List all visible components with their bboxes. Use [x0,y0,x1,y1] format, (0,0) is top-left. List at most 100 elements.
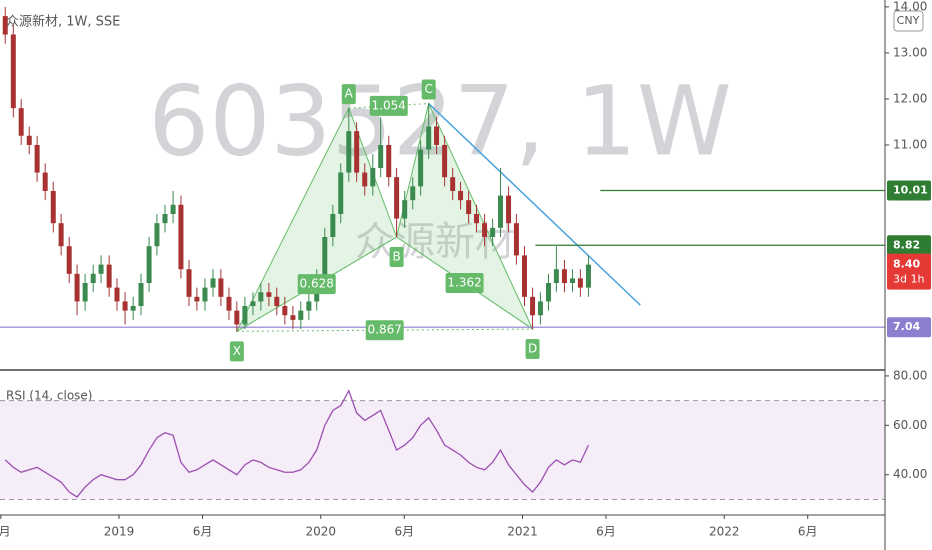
pattern-ratio-box [297,274,336,295]
candle-body [202,287,208,302]
watermark-name: 众源新材 [355,219,515,265]
candle-body [466,200,472,214]
chart-title: 众源新材, 1W, SSE [6,14,120,30]
pattern-ratio: 1.054 [372,98,406,112]
candle-body [298,310,304,320]
candle-body [282,306,288,316]
candle-body [74,273,80,302]
candle-body [34,144,40,173]
candle-body [410,186,416,201]
candle-body [114,287,120,302]
candle-body [458,190,464,201]
candle-body [338,172,344,214]
candle-body [210,278,216,288]
pattern-point-box [229,341,244,362]
candle-body [170,204,176,214]
pattern-point-box [421,79,436,100]
candle-body [26,135,32,145]
candle-body [226,296,232,311]
candle-body [346,131,352,173]
candle-body [561,269,567,284]
candle-body [513,223,519,256]
pattern-point-label: D [528,342,537,356]
candle-body [266,292,272,297]
candle-body [577,278,583,288]
candle-body [218,278,224,297]
rsi-y-tick-label: 40.00 [893,467,927,481]
candle-body [2,16,8,35]
pattern-point-box [341,84,356,105]
pattern-point-label: B [392,250,400,264]
last-price-box [887,253,931,290]
candle-body [186,269,192,297]
candle-body [537,301,543,316]
candle-body [418,149,424,187]
pattern-ratio: 1.362 [447,276,481,290]
candle-body [18,108,24,136]
indicator-name: RSI (14, close) [6,389,92,403]
candle-body [306,301,312,311]
candle-body [250,301,256,307]
x-tick-label: 6月 [394,525,414,539]
level-label-box [887,180,931,201]
candle-body [570,278,576,284]
candle-body [585,264,591,288]
candle-body [378,144,384,168]
x-tick-label: 6月 [193,525,213,539]
candle-body [354,131,360,173]
candle-body [154,223,160,247]
candle-body [138,283,144,307]
candle-body [450,177,456,191]
currency-box[interactable] [893,10,924,32]
x-tick-label: 6月 [596,525,616,539]
candle-body [497,195,503,228]
candle-body [90,273,96,284]
candle-body [473,213,479,224]
candle-body [530,296,536,316]
candle-body [162,213,168,224]
pattern-ratio-line [236,236,397,332]
candle-body [122,301,128,311]
candle-body [442,144,448,178]
candle-body [10,34,16,109]
candle-body [178,204,184,270]
pattern-ratio: 0.628 [300,277,334,291]
candle-body [42,172,48,191]
candle-body [234,310,240,325]
plot-layer [0,6,885,500]
candle-body [362,172,368,187]
level-label: 10.01 [893,184,928,197]
candle-body [82,283,88,302]
candle-body [58,223,64,247]
pattern-point-label: A [345,87,354,101]
candle-body [274,296,280,307]
rsi-line [4,389,590,498]
countdown: 3d 1h [893,273,924,286]
candle-body [553,269,559,284]
candle-body [506,195,512,224]
candle-body [106,264,112,288]
x-tick-label: 2019 [104,525,135,539]
pattern-point-box [389,247,404,268]
candle-body [330,213,336,238]
candle-body [426,126,432,150]
candle-body [50,190,56,224]
y-tick-label: 14.00 [893,0,927,13]
x-tick-label: 2021 [507,525,538,539]
pattern-point-box [525,339,540,360]
rsi-y-tick-label: 60.00 [893,418,927,432]
rsi-band-fill [0,400,885,500]
level-label: 8.82 [893,238,920,251]
watermark: 603527, 1W [148,65,732,177]
candle-body [194,296,200,302]
level-label-box [887,317,931,338]
pattern-ratio-box [369,95,408,116]
last-price: 8.40 [893,258,920,271]
candle-body [130,306,136,311]
y-tick-label: 11.00 [893,137,927,151]
candle-body [258,292,264,302]
candle-body [402,200,408,219]
x-tick-label: 2020 [305,525,336,539]
pattern-ratio-box [445,273,484,294]
